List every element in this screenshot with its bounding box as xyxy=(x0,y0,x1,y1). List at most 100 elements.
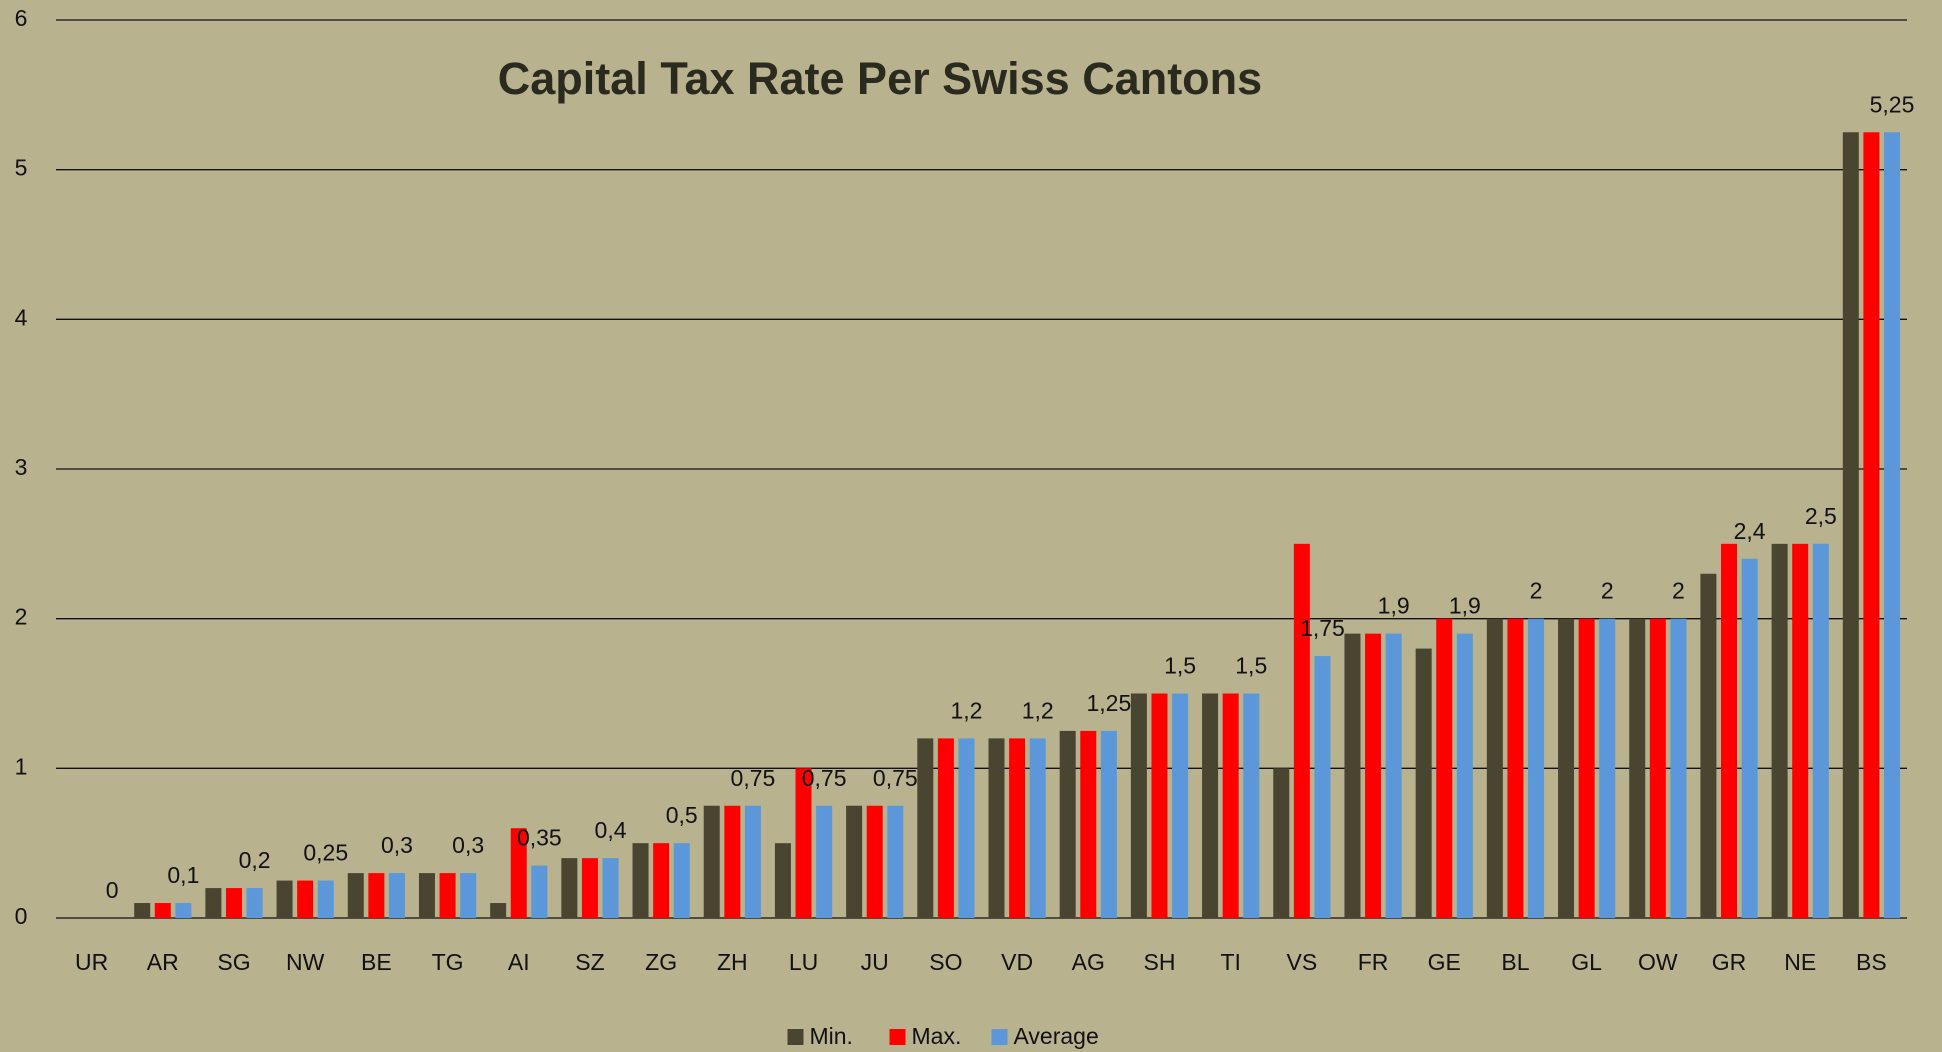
data-label: 1,2 xyxy=(951,697,983,723)
bar xyxy=(1059,730,1076,918)
data-label: 2 xyxy=(1530,578,1543,604)
x-tick-label: FR xyxy=(1358,949,1389,975)
x-tick-label: AI xyxy=(508,949,530,975)
x-tick-label: ZH xyxy=(717,949,748,975)
bar xyxy=(1670,618,1687,918)
bar xyxy=(673,843,690,918)
data-label: 5,25 xyxy=(1870,91,1915,117)
y-tick-label: 1 xyxy=(15,753,28,779)
bar xyxy=(1486,618,1503,918)
bar xyxy=(490,903,507,918)
bar xyxy=(937,738,954,918)
bar xyxy=(531,865,548,918)
bar xyxy=(988,738,1005,918)
bar xyxy=(1293,543,1310,918)
bar xyxy=(1741,558,1758,918)
bar xyxy=(1456,633,1473,918)
bar xyxy=(246,888,263,918)
bar xyxy=(846,805,863,918)
data-label: 2 xyxy=(1672,578,1685,604)
legend-swatch xyxy=(889,1029,906,1045)
bar xyxy=(1842,132,1859,918)
data-label: 0,2 xyxy=(239,847,271,873)
bar xyxy=(1771,543,1788,918)
bar xyxy=(1700,573,1717,918)
x-tick-label: ZG xyxy=(645,949,677,975)
data-label: 0,75 xyxy=(802,765,847,791)
bar xyxy=(175,903,192,918)
bar xyxy=(958,738,975,918)
bar xyxy=(795,768,812,918)
x-tick-label: OW xyxy=(1638,949,1678,975)
bar xyxy=(1151,693,1168,918)
bar xyxy=(744,805,761,918)
data-label: 0,3 xyxy=(452,832,484,858)
bar xyxy=(1385,633,1402,918)
x-tick-label: VD xyxy=(1001,949,1033,975)
data-label: 1,9 xyxy=(1449,593,1481,619)
bar xyxy=(1436,618,1453,918)
x-tick-label: BS xyxy=(1856,949,1887,975)
bar xyxy=(724,805,741,918)
x-tick-label: LU xyxy=(789,949,818,975)
data-label: 2,5 xyxy=(1805,503,1837,529)
y-tick-label: 2 xyxy=(15,604,28,630)
bar xyxy=(561,858,578,918)
y-tick-label: 6 xyxy=(15,5,28,31)
legend-label: Min. xyxy=(810,1023,853,1049)
data-label: 2 xyxy=(1601,578,1614,604)
bar xyxy=(1243,693,1260,918)
data-label: 0,3 xyxy=(381,832,413,858)
x-tick-label: JU xyxy=(861,949,889,975)
x-tick-label: NE xyxy=(1784,949,1816,975)
data-label: 0 xyxy=(106,877,119,903)
bar xyxy=(388,873,405,918)
bar xyxy=(439,873,456,918)
bar xyxy=(1130,693,1147,918)
bar xyxy=(1029,738,1046,918)
y-tick-label: 0 xyxy=(15,903,28,929)
bar xyxy=(1649,618,1666,918)
bar xyxy=(276,880,293,918)
bar xyxy=(154,903,171,918)
bar xyxy=(1629,618,1646,918)
bar xyxy=(632,843,649,918)
bar xyxy=(1273,768,1290,918)
data-label: 0,75 xyxy=(731,765,776,791)
x-tick-label: BE xyxy=(361,949,392,975)
bar xyxy=(774,843,791,918)
data-label: 0,35 xyxy=(517,825,562,851)
bar xyxy=(418,873,435,918)
bar xyxy=(1578,618,1595,918)
x-tick-label: GR xyxy=(1712,949,1747,975)
bar xyxy=(1365,633,1382,918)
data-label: 0,1 xyxy=(167,862,199,888)
legend-label: Max. xyxy=(912,1023,962,1049)
bar xyxy=(602,858,619,918)
bar xyxy=(1314,656,1331,918)
bar xyxy=(1202,693,1219,918)
bar xyxy=(581,858,598,918)
x-tick-label: TI xyxy=(1220,949,1240,975)
x-tick-label: SG xyxy=(217,949,250,975)
y-tick-label: 3 xyxy=(15,454,28,480)
bar xyxy=(866,805,883,918)
bar xyxy=(134,903,151,918)
bar xyxy=(1528,618,1545,918)
bar xyxy=(510,828,527,918)
x-tick-label: UR xyxy=(75,949,108,975)
x-tick-label: SO xyxy=(929,949,962,975)
bar xyxy=(205,888,222,918)
bar xyxy=(368,873,385,918)
x-tick-label: GE xyxy=(1428,949,1461,975)
bar xyxy=(1415,648,1432,918)
y-tick-label: 4 xyxy=(15,304,28,330)
bar xyxy=(297,880,314,918)
data-label: 1,5 xyxy=(1164,653,1196,679)
x-tick-label: BL xyxy=(1501,949,1529,975)
x-tick-label: AG xyxy=(1072,949,1105,975)
bar xyxy=(653,843,670,918)
bar xyxy=(887,805,904,918)
bar xyxy=(1558,618,1575,918)
bar xyxy=(1812,543,1829,918)
